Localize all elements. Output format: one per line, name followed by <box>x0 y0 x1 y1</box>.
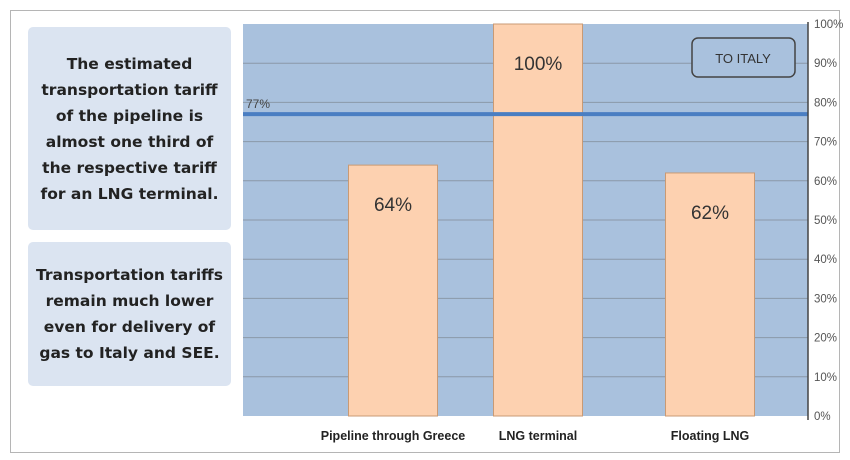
ytick-label-20: 20% <box>814 333 837 345</box>
ytick-label-0: 0% <box>814 411 831 423</box>
bar-1 <box>493 23 583 417</box>
bar-2 <box>665 172 755 417</box>
ytick-label-60: 60% <box>814 176 837 188</box>
ytick-label-30: 30% <box>814 293 837 305</box>
ytick-label-80: 80% <box>814 97 837 109</box>
data-label-0: 64% <box>374 195 412 216</box>
note-italy-see: Transportation tariffs remain much lower… <box>28 242 231 386</box>
annotation-label: TO ITALY <box>715 51 771 66</box>
ytick-label-10: 10% <box>814 372 837 384</box>
reference-line-label: 77% <box>246 97 270 111</box>
ytick-label-40: 40% <box>814 254 837 266</box>
category-label-2: Floating LNG <box>671 429 749 443</box>
note-pipeline-tariff: The estimated transportation tariff of t… <box>28 27 231 230</box>
ytick-label-90: 90% <box>814 58 837 70</box>
category-label-1: LNG terminal <box>499 429 578 443</box>
data-label-2: 62% <box>691 203 729 224</box>
annotation-box <box>691 37 796 78</box>
bar-0 <box>348 164 438 417</box>
category-label-0: Pipeline through Greece <box>321 429 466 443</box>
ytick-label-100: 100% <box>814 19 843 31</box>
data-label-1: 100% <box>514 54 563 75</box>
ytick-label-70: 70% <box>814 137 837 149</box>
ytick-label-50: 50% <box>814 215 837 227</box>
